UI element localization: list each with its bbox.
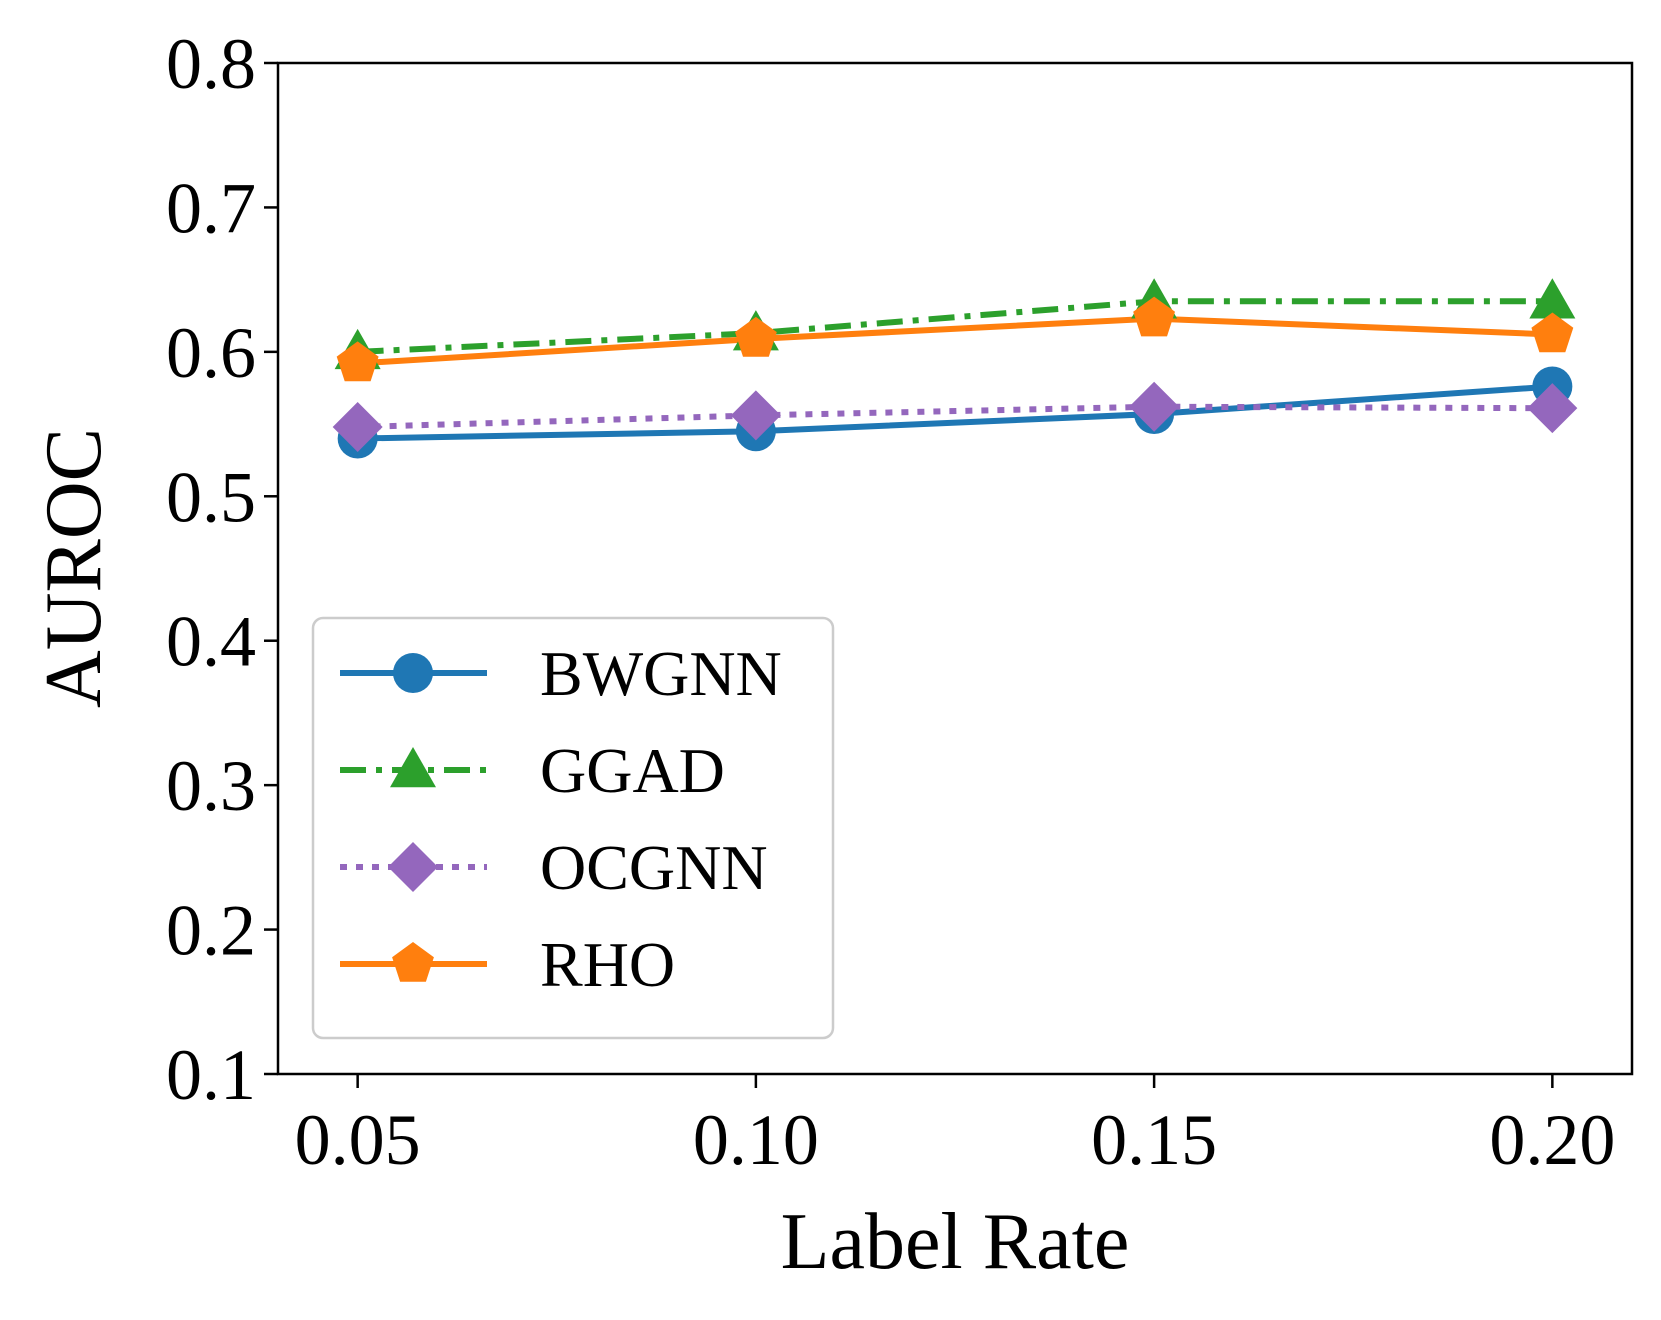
legend-label-rho: RHO <box>540 929 675 1000</box>
legend-marker-ocgnn <box>388 842 438 892</box>
data-point-ocgnn <box>1129 381 1180 432</box>
legend: BWGNN GGAD OCGNN RHO <box>311 616 835 1040</box>
data-point-ocgnn <box>1527 383 1578 434</box>
data-point-rho <box>1133 296 1175 337</box>
x-tick-label: 0.15 <box>1091 1100 1217 1180</box>
series-line-bwgnn <box>357 383 1553 442</box>
legend-marker-rho <box>392 942 434 982</box>
y-tick-label: 0.4 <box>166 602 256 682</box>
series-markers <box>332 278 1578 459</box>
data-point-ocgnn <box>332 401 383 452</box>
y-tick-label: 0.5 <box>166 457 256 537</box>
x-tick-label: 0.10 <box>693 1100 819 1180</box>
y-tick-label: 0.7 <box>166 168 256 248</box>
legend-label-ocgnn: OCGNN <box>540 832 768 903</box>
x-axis-label: Label Rate <box>781 1198 1130 1286</box>
legend-marker-bwgnn <box>393 653 433 693</box>
y-tick-label: 0.6 <box>166 313 256 393</box>
y-tick-label: 0.3 <box>166 746 256 826</box>
x-tick-label: 0.20 <box>1489 1100 1615 1180</box>
series-lines <box>357 298 1553 442</box>
legend-frame <box>311 616 835 1040</box>
y-tick-label: 0.8 <box>166 24 256 104</box>
y-axis-label: AUROC <box>30 428 118 708</box>
x-axis: 0.05 0.10 0.15 0.20 <box>295 1074 1615 1180</box>
data-point-ocgnn <box>730 390 781 441</box>
y-tick-label: 0.1 <box>166 1035 256 1115</box>
y-axis: 0.1 0.2 0.3 0.4 0.5 0.6 0.7 0.8 <box>166 24 278 1115</box>
data-point-rho <box>336 341 379 382</box>
series-line-ggad <box>357 298 1553 355</box>
data-point-rho <box>1531 312 1574 353</box>
legend-label-bwgnn: BWGNN <box>540 638 782 709</box>
plot-area: 0.1 0.2 0.3 0.4 0.5 0.6 0.7 0.8 0.05 0.10 0.15 0.2… <box>166 24 1634 1180</box>
legend-marker-ggad <box>390 747 436 788</box>
series-line-ocgnn <box>357 403 1553 430</box>
data-point-rho <box>735 316 777 357</box>
plot-frame <box>276 61 1634 1076</box>
y-tick-label: 0.2 <box>166 891 256 971</box>
data-point-ggad <box>1529 278 1576 319</box>
legend-label-ggad: GGAD <box>540 735 725 806</box>
x-tick-label: 0.05 <box>295 1100 421 1180</box>
series-line-rho <box>357 315 1553 367</box>
